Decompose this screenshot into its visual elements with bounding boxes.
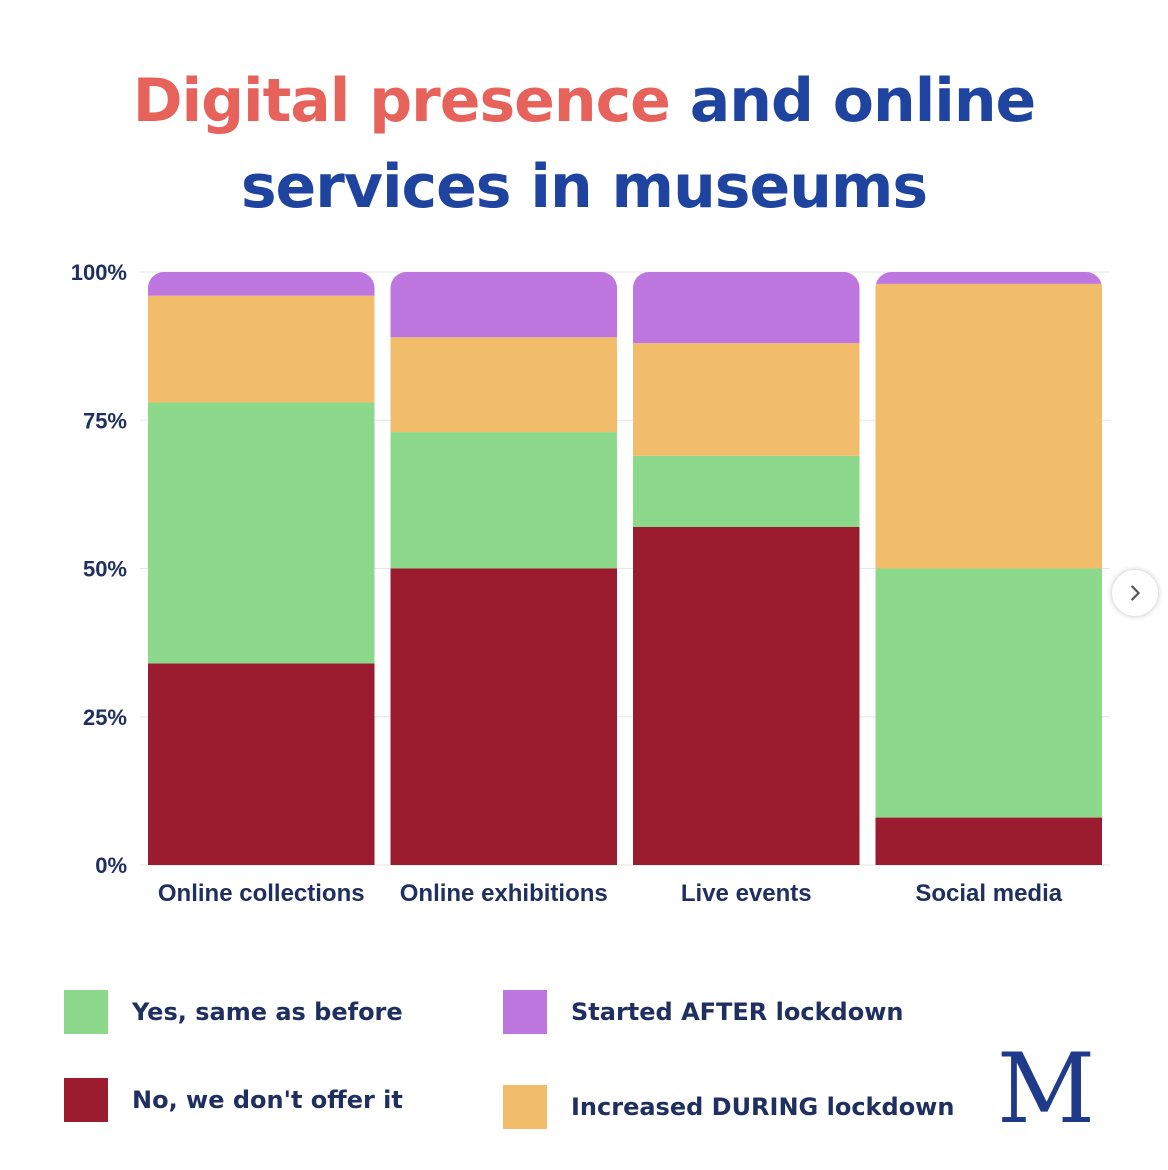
legend-item-no: No, we don't offer it: [64, 1078, 403, 1122]
museum-logo-icon: M: [1000, 1048, 1092, 1130]
legend-label: No, we don't offer it: [132, 1086, 403, 1114]
chevron-right-icon: [1131, 585, 1140, 601]
bar-segment: [633, 272, 860, 344]
y-tick-label: 25%: [83, 705, 127, 730]
bar-segment: [390, 432, 617, 569]
bar-segment: [148, 272, 375, 296]
y-tick-label: 100%: [71, 260, 127, 285]
bar-stack: [390, 272, 617, 865]
bar-segment: [633, 526, 860, 865]
x-tick-label: Online exhibitions: [400, 880, 608, 907]
legend-label: Increased DURING lockdown: [571, 1093, 955, 1121]
bar-segment: [875, 272, 1102, 284]
bar-segment: [390, 337, 617, 433]
legend-item-same: Yes, same as before: [64, 990, 403, 1034]
bar-segment: [875, 283, 1102, 569]
bar-segment: [148, 295, 375, 403]
bar-stack: [875, 272, 1102, 865]
chart-title: Digital presence and online services in …: [0, 58, 1168, 230]
bar-segment: [148, 402, 375, 664]
bar-segment: [633, 343, 860, 456]
legend-item-increased: Increased DURING lockdown: [503, 1085, 954, 1129]
y-tick-label: 0%: [95, 853, 127, 878]
x-tick-label: Online collections: [158, 880, 365, 907]
legend-swatch: [503, 1085, 547, 1129]
bar-segment: [875, 568, 1102, 818]
legend-item-started-after: Started AFTER lockdown: [503, 990, 903, 1034]
stacked-bar-chart: 0% 25% 50% 75% 100% Online collections Online …: [71, 260, 1110, 907]
x-tick-label: Live events: [681, 880, 812, 907]
bar-segment: [390, 568, 617, 865]
y-tick-label: 75%: [83, 408, 127, 433]
bar-segment: [633, 455, 860, 527]
legend-label: Yes, same as before: [132, 998, 403, 1026]
x-tick-label: Social media: [915, 880, 1062, 907]
bar-segment: [390, 272, 617, 338]
legend-swatch: [64, 990, 108, 1034]
title-highlight: Digital presence: [132, 66, 671, 136]
logo-letter: M: [1000, 1048, 1092, 1130]
bar-stack: [148, 272, 375, 865]
y-tick-label: 50%: [83, 557, 127, 582]
legend-label: Started AFTER lockdown: [571, 998, 904, 1026]
bar-segment: [148, 663, 375, 865]
title-rest: and online: [689, 66, 1037, 136]
legend-swatch: [64, 1078, 108, 1122]
bar-segment: [875, 817, 1102, 865]
bar-stack: [633, 272, 860, 865]
title-line-1: Digital presence and online: [0, 58, 1168, 144]
title-line-2: services in museums: [240, 152, 928, 222]
legend-swatch: [503, 990, 547, 1034]
next-slide-button[interactable]: [1112, 570, 1158, 616]
